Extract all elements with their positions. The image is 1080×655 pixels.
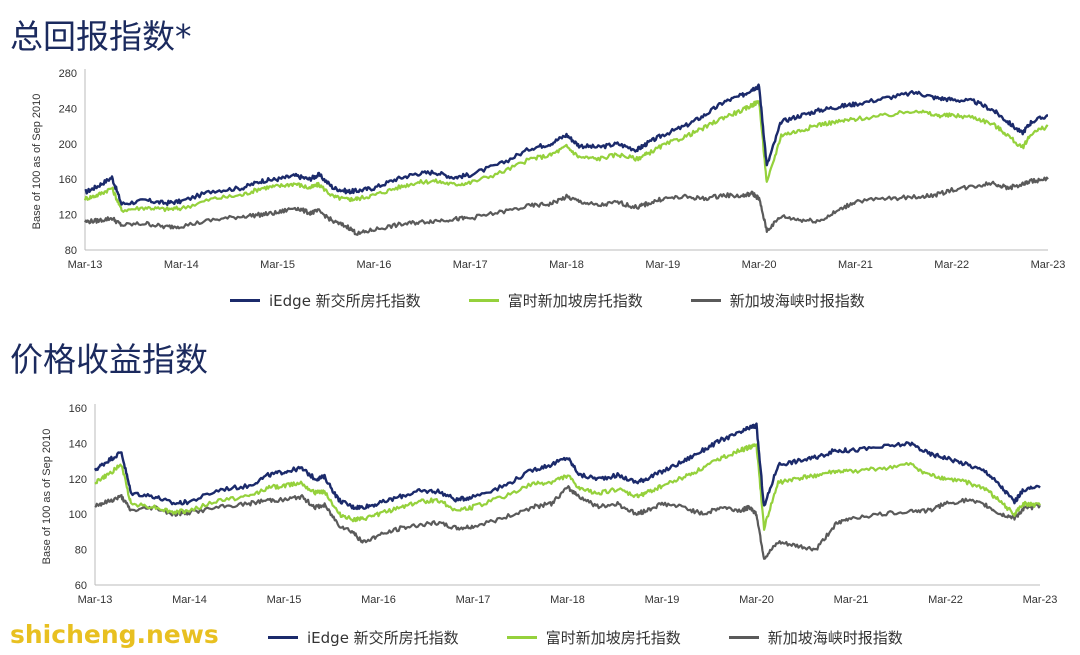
legend-label: iEdge 新交所房托指数: [269, 292, 421, 310]
x-tick-label: Mar-21: [834, 594, 869, 606]
legend-price-return: iEdge 新交所房托指数 富时新加坡房托指数 新加坡海峡时报指数: [268, 627, 951, 648]
series-line-sti: [94, 485, 1041, 560]
legend-item-sti: 新加坡海峡时报指数: [728, 627, 903, 648]
legend-item-sti: 新加坡海峡时报指数: [690, 290, 865, 311]
x-tick-label: Mar-17: [453, 259, 488, 271]
y-tick-label: 160: [59, 174, 77, 186]
x-tick-label: Mar-20: [739, 594, 774, 606]
y-tick-label: 160: [69, 403, 87, 415]
legend-label: iEdge 新交所房托指数: [307, 629, 459, 647]
legend-label: 新加坡海峡时报指数: [767, 629, 903, 647]
y-tick-label: 80: [75, 545, 87, 557]
legend-label: 新加坡海峡时报指数: [729, 292, 865, 310]
chart-title-total-return: 总回报指数*: [10, 17, 192, 56]
y-tick-label: 60: [75, 580, 87, 592]
legend-label: 富时新加坡房托指数: [507, 292, 643, 310]
legend-swatch: [230, 299, 260, 302]
x-tick-label: Mar-14: [172, 594, 207, 606]
y-tick-label: 120: [59, 210, 77, 222]
x-tick-label: Mar-15: [267, 594, 302, 606]
legend-item-iedge: iEdge 新交所房托指数: [230, 290, 421, 311]
legend-swatch: [468, 299, 499, 302]
legend-item-iedge: iEdge 新交所房托指数: [268, 627, 459, 648]
watermark-text: shicheng.news: [10, 620, 219, 649]
x-tick-label: Mar-18: [549, 259, 584, 271]
x-tick-label: Mar-19: [645, 594, 680, 606]
x-tick-label: Mar-19: [645, 259, 680, 271]
legend-swatch: [690, 299, 721, 302]
x-tick-label: Mar-14: [164, 259, 199, 271]
x-tick-label: Mar-13: [68, 259, 103, 271]
x-tick-label: Mar-23: [1023, 594, 1058, 606]
legend-total-return: iEdge 新交所房托指数 富时新加坡房托指数 新加坡海峡时报指数: [230, 290, 913, 311]
legend-swatch: [728, 636, 759, 639]
x-tick-label: Mar-22: [934, 259, 969, 271]
x-tick-label: Mar-22: [928, 594, 963, 606]
y-axis-label: Base of 100 as of Sep 2010: [41, 429, 53, 565]
x-tick-label: Mar-23: [1031, 259, 1066, 271]
legend-item-ftse: 富时新加坡房托指数: [506, 627, 681, 648]
x-tick-label: Mar-15: [260, 259, 295, 271]
total-return-chart: 80 120 160 200 240 280 Mar-13 Mar-14 Mar-15 Mar-1…: [31, 68, 1066, 271]
legend-swatch: [268, 636, 298, 639]
chart-title-price-return: 价格收益指数: [10, 340, 208, 379]
price-return-chart: 60 80 100 120 140 160 Mar-13 Mar-14 Mar-15 Mar-16…: [41, 403, 1058, 606]
y-tick-label: 140: [69, 438, 87, 450]
series-line-iedge: [84, 83, 1049, 207]
x-tick-label: Mar-16: [361, 594, 396, 606]
y-tick-label: 80: [65, 245, 77, 257]
x-tick-label: Mar-13: [78, 594, 113, 606]
series-line-ftse: [83, 100, 1049, 213]
series-line-ftse: [94, 443, 1041, 531]
y-tick-label: 200: [59, 139, 77, 151]
x-tick-label: Mar-18: [550, 594, 585, 606]
series-line-iedge: [93, 422, 1041, 511]
x-tick-label: Mar-21: [838, 259, 873, 271]
y-tick-label: 100: [69, 509, 87, 521]
legend-label: 富时新加坡房托指数: [545, 629, 681, 647]
legend-swatch: [506, 636, 537, 639]
y-tick-label: 240: [59, 103, 77, 115]
x-tick-label: Mar-16: [356, 259, 391, 271]
x-tick-label: Mar-17: [456, 594, 491, 606]
y-axis-label: Base of 100 as of Sep 2010: [31, 94, 43, 230]
y-tick-label: 120: [69, 474, 87, 486]
y-tick-label: 280: [59, 68, 77, 80]
x-tick-label: Mar-20: [742, 259, 777, 271]
series-line-sti: [84, 176, 1049, 236]
legend-item-ftse: 富时新加坡房托指数: [468, 290, 643, 311]
